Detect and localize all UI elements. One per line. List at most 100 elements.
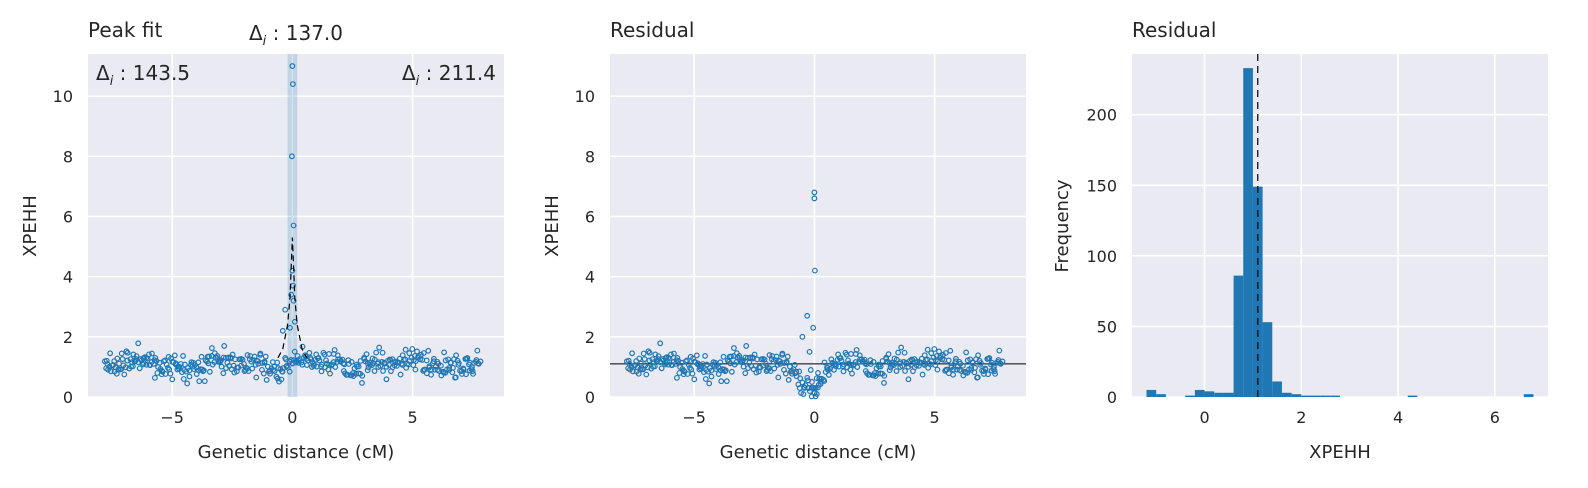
data-point xyxy=(991,364,997,371)
data-point xyxy=(934,366,941,373)
data-point xyxy=(959,362,966,369)
data-point xyxy=(816,376,823,382)
data-point xyxy=(180,353,186,359)
y-tick-label: 4 xyxy=(585,268,595,287)
panel-residual-scatter: −5 0 5 0 2 4 6 8 10 Residual Genetic distance (… xyxy=(542,18,1026,463)
histogram-bar xyxy=(1262,322,1273,397)
data-point xyxy=(289,267,296,274)
data-point xyxy=(402,346,409,353)
data-point xyxy=(731,345,737,351)
histogram-bar xyxy=(1156,394,1166,397)
data-point xyxy=(339,356,346,363)
data-point xyxy=(674,355,681,361)
grid xyxy=(1132,54,1548,398)
x-tick-labels: −5 0 5 xyxy=(682,408,939,427)
data-point xyxy=(149,350,155,357)
data-point xyxy=(977,360,984,366)
data-point xyxy=(318,368,325,375)
x-tick-labels: 0 2 4 6 xyxy=(1199,408,1499,427)
data-point xyxy=(680,371,687,378)
y-axis-label: XPEHH xyxy=(542,195,563,257)
y-tick-label: 150 xyxy=(1086,176,1117,195)
data-point xyxy=(811,195,818,202)
data-point xyxy=(129,363,136,370)
data-point xyxy=(107,350,114,357)
data-point xyxy=(640,350,647,357)
data-point xyxy=(184,380,191,387)
data-point xyxy=(766,352,773,358)
histogram-bar xyxy=(1330,395,1340,397)
data-point xyxy=(469,364,475,371)
data-point xyxy=(289,360,296,367)
data-point xyxy=(919,371,926,378)
histogram-bar xyxy=(1523,394,1534,397)
data-point xyxy=(800,391,807,398)
histogram-bar xyxy=(1185,395,1195,397)
data-point xyxy=(931,346,938,352)
data-point xyxy=(785,376,792,383)
data-point xyxy=(425,347,432,354)
data-point xyxy=(181,361,188,368)
histogram-bar xyxy=(1214,392,1224,397)
data-point xyxy=(702,376,709,382)
data-point xyxy=(668,351,674,358)
data-point xyxy=(902,368,908,374)
data-point xyxy=(464,355,471,361)
data-point xyxy=(340,360,347,367)
data-point xyxy=(811,385,818,391)
data-point xyxy=(877,363,884,370)
data-point xyxy=(814,384,821,391)
data-point xyxy=(287,324,293,331)
x-tick-label: 0 xyxy=(809,408,819,427)
data-point xyxy=(657,340,664,347)
y-tick-label: 6 xyxy=(585,207,595,226)
data-point xyxy=(702,353,708,359)
data-point xyxy=(811,189,818,196)
data-point xyxy=(817,381,824,388)
y-tick-label: 8 xyxy=(63,147,73,166)
data-point xyxy=(474,347,481,354)
data-point xyxy=(450,364,456,371)
data-point xyxy=(206,368,213,375)
data-point xyxy=(968,365,975,371)
data-point xyxy=(136,365,143,372)
data-point xyxy=(942,350,949,356)
data-points xyxy=(623,189,1006,400)
data-point xyxy=(845,357,851,364)
data-point xyxy=(812,393,819,400)
data-point xyxy=(373,349,380,356)
data-point xyxy=(289,81,296,87)
data-point xyxy=(423,357,430,364)
data-point xyxy=(871,370,878,377)
x-tick-label: 6 xyxy=(1490,408,1500,427)
data-point xyxy=(837,354,844,361)
delta-subscript: i xyxy=(416,74,420,89)
data-point xyxy=(225,354,232,361)
histogram-bar xyxy=(1243,68,1253,397)
histogram-bar xyxy=(1281,392,1292,397)
y-tick-label: 0 xyxy=(63,388,73,407)
data-point xyxy=(728,353,734,360)
data-point xyxy=(118,350,125,357)
y-tick-label: 2 xyxy=(585,328,595,347)
y-tick-label: 0 xyxy=(585,388,595,407)
data-point xyxy=(646,349,653,356)
data-point xyxy=(379,349,386,356)
y-tick-label: 10 xyxy=(575,87,595,106)
data-point xyxy=(255,360,262,367)
y-tick-labels: 0 2 4 6 8 10 xyxy=(575,87,595,407)
data-point xyxy=(436,368,443,374)
data-point xyxy=(804,374,811,381)
data-point xyxy=(363,351,370,358)
data-point xyxy=(332,364,339,370)
data-point xyxy=(736,353,743,359)
data-point xyxy=(186,373,193,380)
data-point xyxy=(257,350,264,357)
y-tick-label: 50 xyxy=(1097,317,1117,336)
data-point xyxy=(991,368,998,375)
data-point xyxy=(198,353,205,360)
data-point xyxy=(747,354,754,361)
data-point xyxy=(330,359,337,365)
data-point xyxy=(947,347,954,354)
